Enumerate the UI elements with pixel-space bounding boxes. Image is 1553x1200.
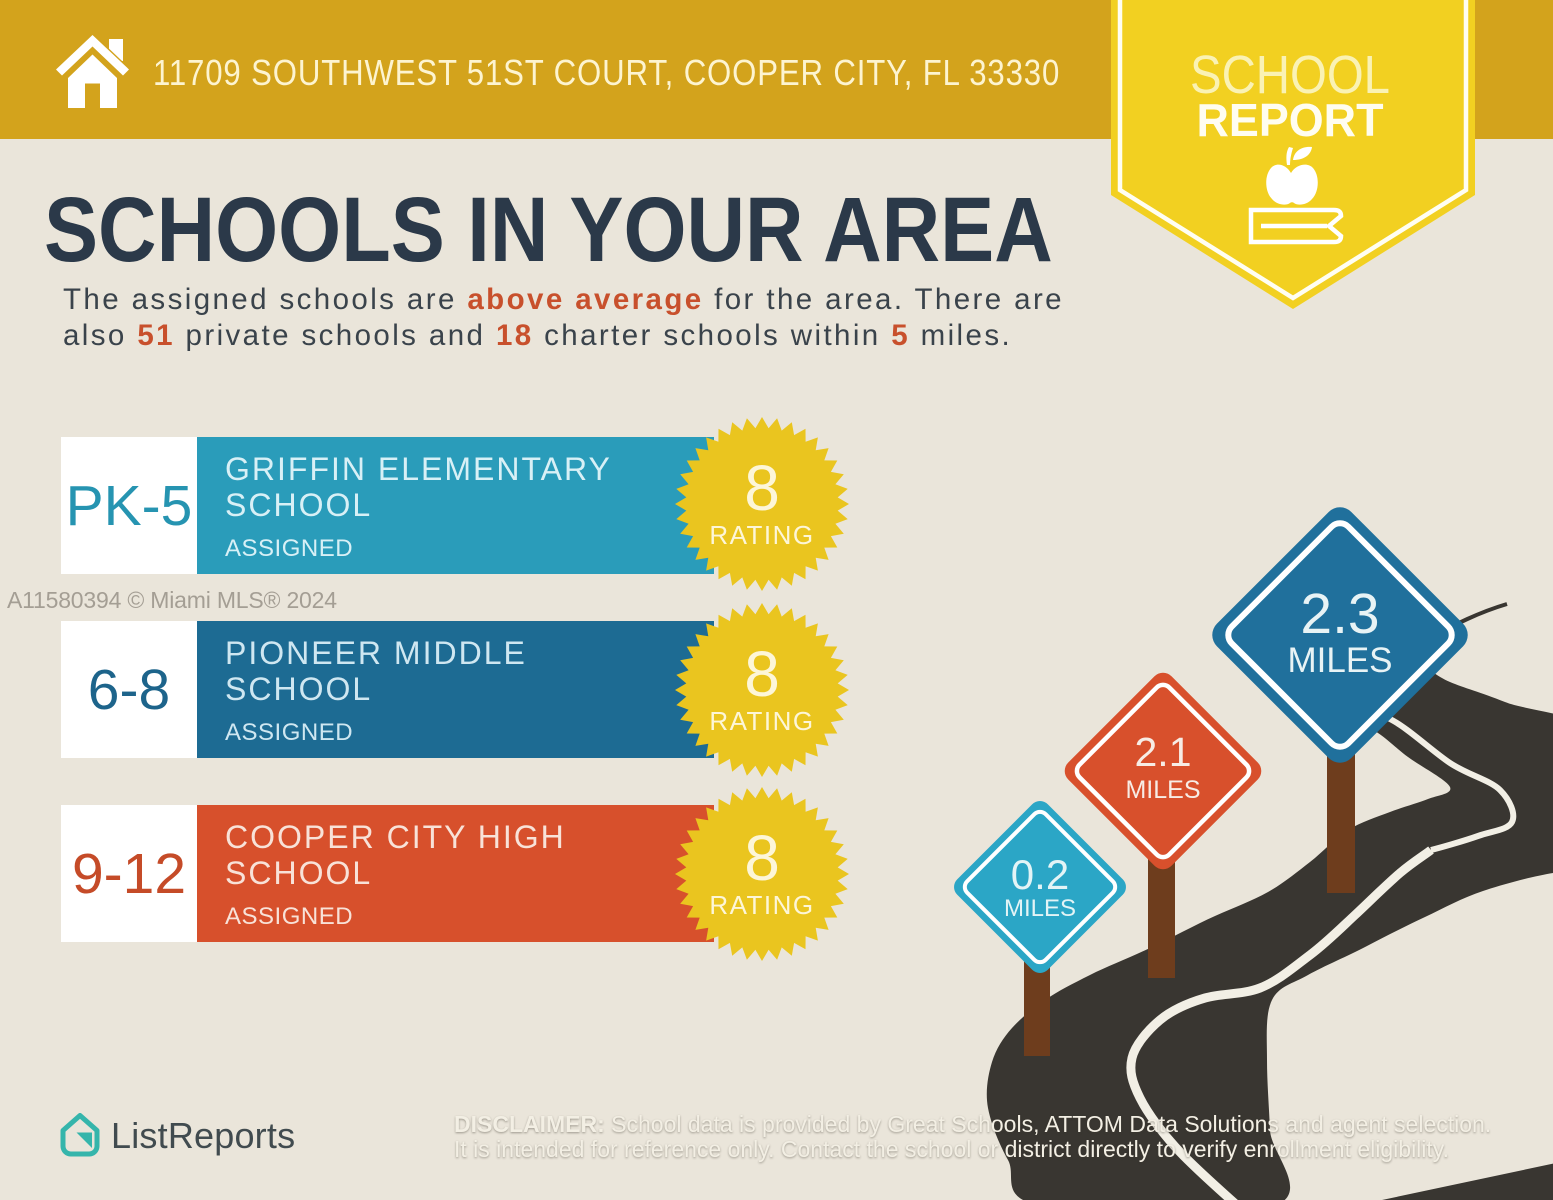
svg-text:SCHOOL: SCHOOL <box>1190 45 1390 105</box>
svg-text:MILES: MILES <box>1287 641 1392 680</box>
svg-text:MILES: MILES <box>1004 895 1076 922</box>
svg-text:2.3: 2.3 <box>1300 582 1379 646</box>
svg-text:MILES: MILES <box>1125 776 1200 804</box>
svg-text:REPORT: REPORT <box>1197 94 1384 146</box>
svg-text:2.1: 2.1 <box>1135 729 1192 775</box>
svg-text:0.2: 0.2 <box>1011 851 1069 898</box>
